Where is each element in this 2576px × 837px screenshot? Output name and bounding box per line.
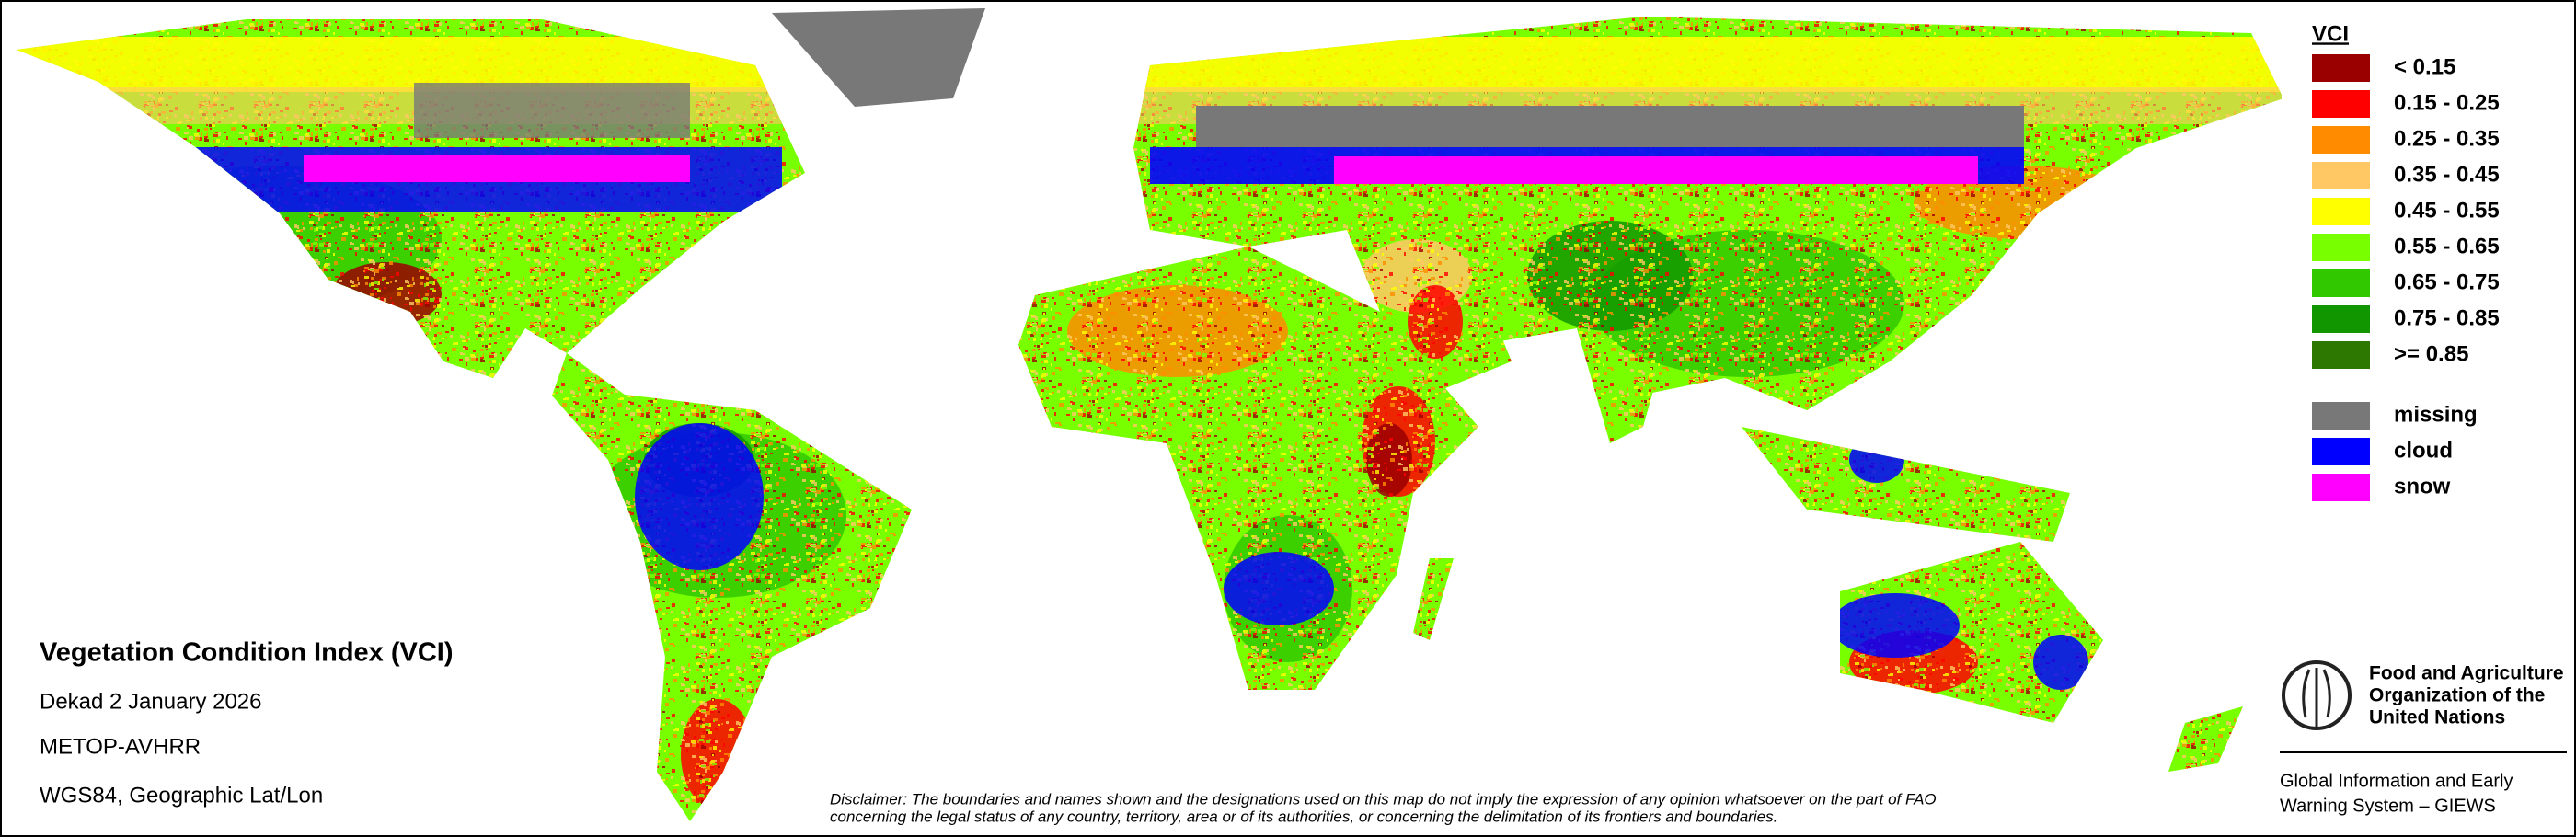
org-name: Organization of the — [2369, 685, 2545, 706]
legend-swatch — [2312, 90, 2370, 118]
disclaimer-line: Disclaimer: The boundaries and names sho… — [830, 790, 1937, 808]
snow-area — [304, 155, 690, 182]
legend-label: missing — [2394, 402, 2478, 427]
cloud-area — [1224, 552, 1334, 625]
cloud-area — [1831, 593, 1960, 658]
legend-swatch — [2312, 402, 2370, 430]
system-name: Warning System – GIEWS — [2280, 796, 2496, 816]
org-name: United Nations — [2369, 707, 2505, 728]
legend-label: 0.35 - 0.45 — [2394, 162, 2500, 187]
legend-swatch — [2312, 438, 2370, 465]
legend-swatch — [2312, 54, 2370, 82]
legend: VCI < 0.15 0.15 - 0.25 0.25 - 0.35 0.35 - 0… — [2312, 21, 2500, 501]
projection: WGS84, Geographic Lat/Lon — [40, 783, 323, 808]
missing-area — [772, 8, 985, 107]
fao-logo — [2282, 660, 2352, 730]
system-name: Global Information and Early — [2280, 771, 2513, 791]
legend-label: 0.15 - 0.25 — [2394, 90, 2500, 115]
legend-swatch — [2312, 474, 2370, 501]
logo-wheat — [2302, 668, 2331, 727]
legend-label: 0.65 - 0.75 — [2394, 269, 2500, 294]
legend-swatch — [2312, 198, 2370, 225]
legend-title: VCI — [2312, 21, 2349, 46]
dekad: Dekad 2 January 2026 — [40, 689, 262, 714]
legend-label: 0.25 - 0.35 — [2394, 126, 2500, 151]
org-name: Food and Agriculture — [2369, 663, 2564, 684]
legend-label: 0.75 - 0.85 — [2394, 305, 2500, 330]
legend-label: < 0.15 — [2394, 54, 2455, 79]
snow-area — [1334, 156, 1978, 184]
disclaimer-line: concerning the legal status of any count… — [830, 808, 1777, 825]
legend-label: snow — [2394, 474, 2451, 499]
cloud-area — [2033, 635, 2088, 690]
missing-area — [414, 83, 690, 138]
legend-label: 0.45 - 0.55 — [2394, 198, 2500, 223]
logo-ring — [2282, 660, 2352, 730]
legend-swatch — [2312, 234, 2370, 261]
missing-area — [1196, 106, 2024, 147]
legend-swatch — [2312, 341, 2370, 369]
legend-swatch — [2312, 305, 2370, 333]
legend-swatch — [2312, 126, 2370, 154]
legend-label: 0.55 - 0.65 — [2394, 234, 2500, 258]
sensor: METOP-AVHRR — [40, 734, 201, 759]
legend-swatch — [2312, 269, 2370, 297]
legend-label: cloud — [2394, 438, 2453, 463]
map-title: Vegetation Condition Index (VCI) — [40, 638, 454, 668]
cloud-area — [635, 423, 764, 570]
legend-swatch — [2312, 162, 2370, 189]
legend-label: >= 0.85 — [2394, 341, 2468, 366]
